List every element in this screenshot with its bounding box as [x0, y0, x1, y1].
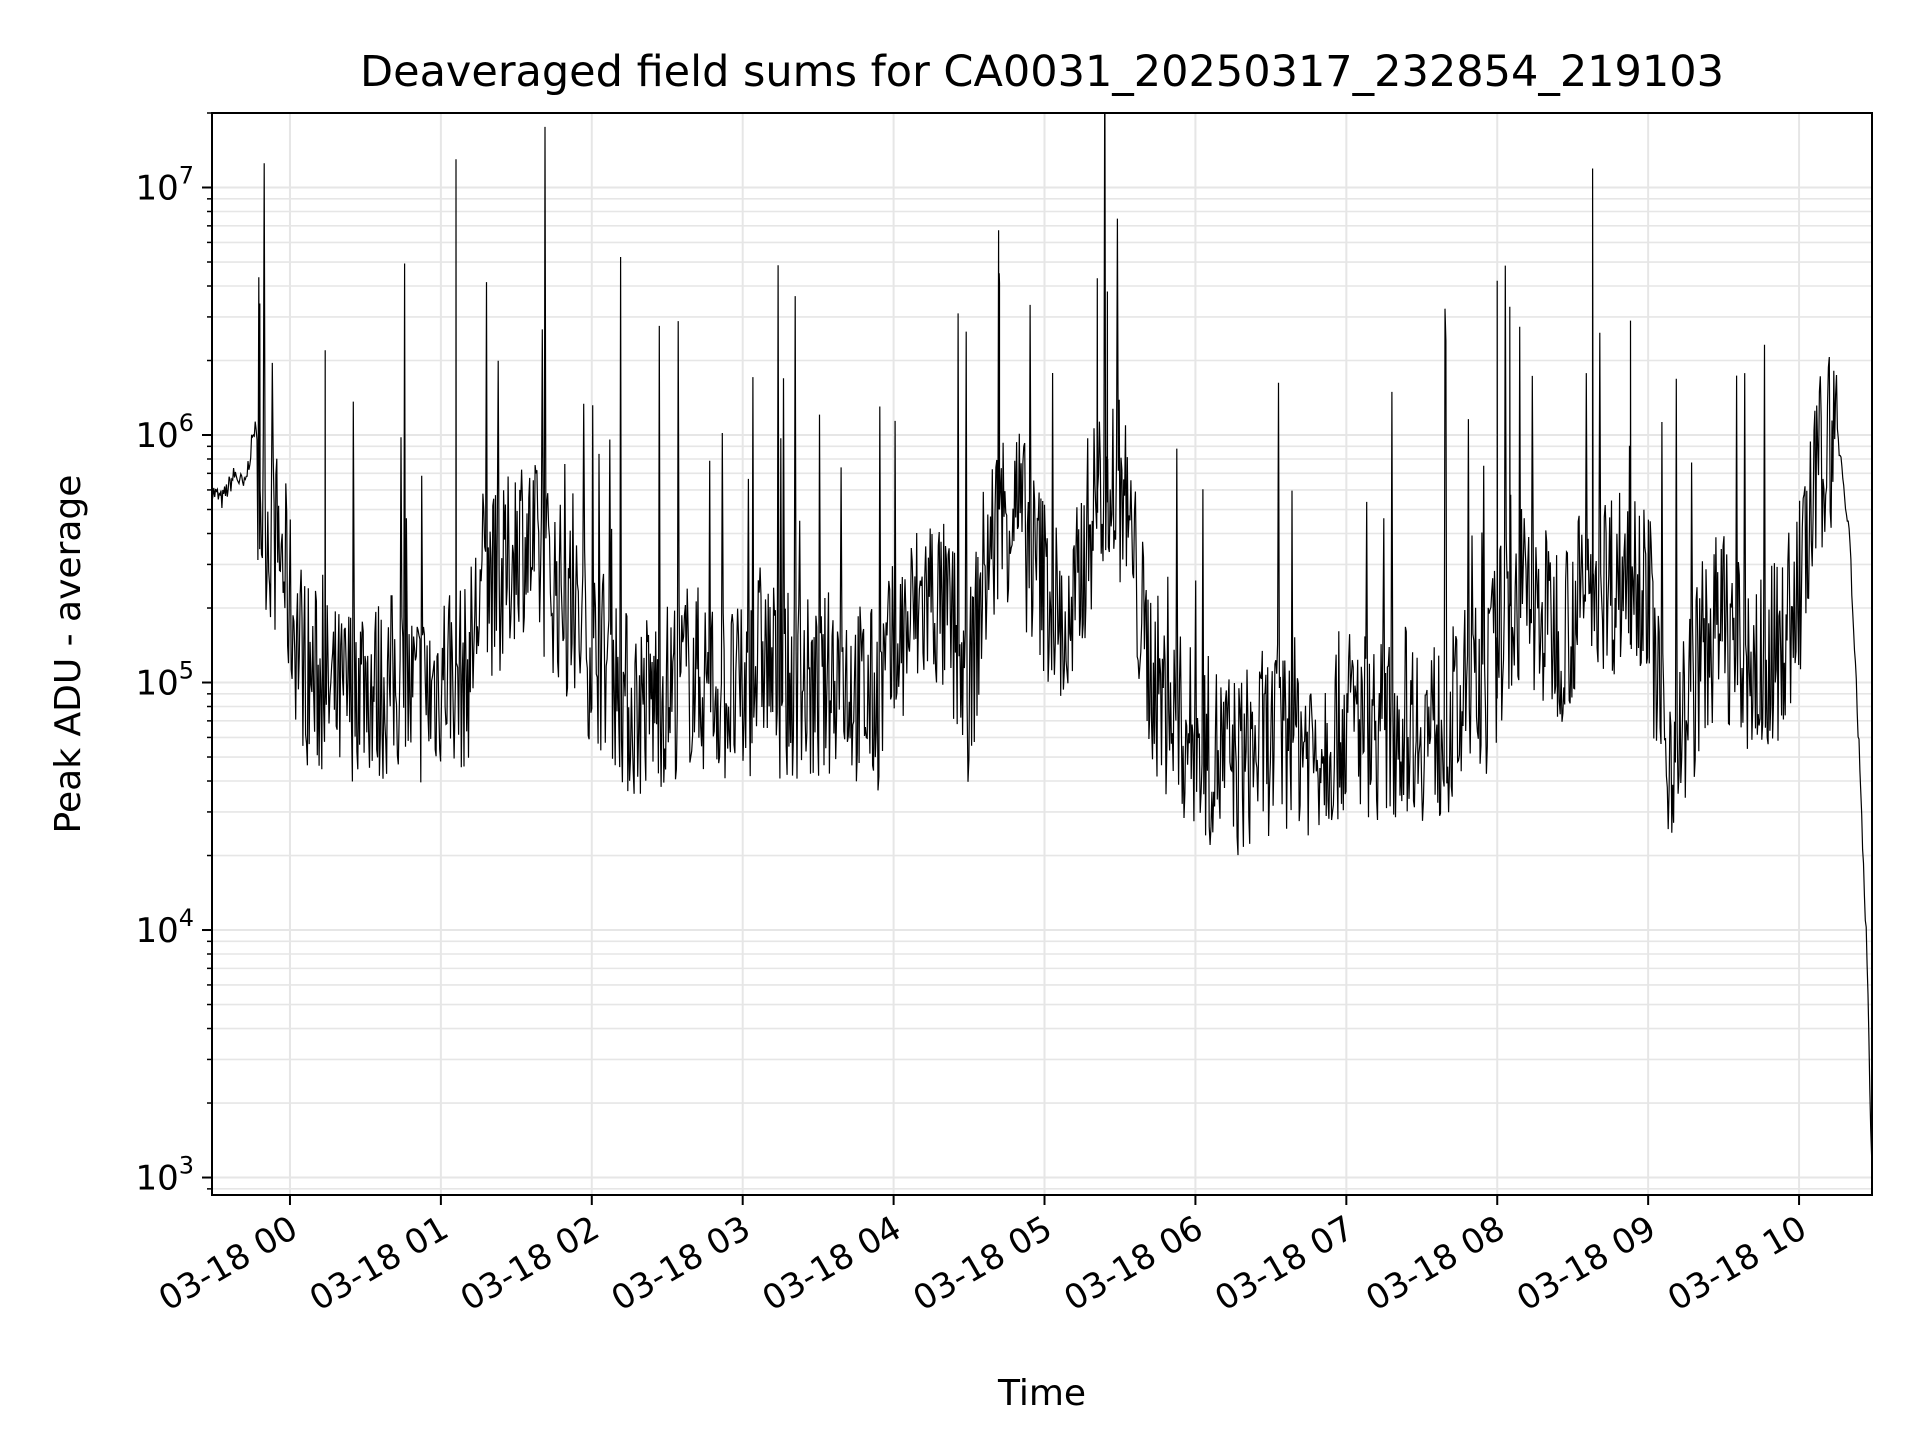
- chart-title: Deaveraged field sums for CA0031_2025031…: [360, 47, 1724, 97]
- plot-frame: [211, 112, 1873, 1196]
- y-tick-label: 106: [135, 409, 194, 456]
- y-tick-base: 10: [135, 664, 178, 704]
- y-tick-label: 107: [135, 162, 194, 209]
- y-axis-label: Peak ADU - average: [48, 475, 89, 834]
- x-axis-label: Time: [997, 1373, 1086, 1414]
- y-tick-exponent: 7: [179, 162, 194, 190]
- y-tick-exponent: 5: [179, 657, 194, 685]
- y-tick-base: 10: [135, 911, 178, 951]
- y-tick-base: 10: [135, 416, 178, 456]
- series-line: [212, 113, 1872, 1156]
- y-tick-base: 10: [135, 169, 178, 209]
- y-tick-exponent: 6: [179, 409, 194, 437]
- y-tick-exponent: 4: [179, 904, 194, 932]
- y-tick-label: 103: [135, 1152, 194, 1199]
- y-tick-label: 105: [135, 657, 194, 704]
- y-tick-label: 104: [135, 904, 194, 951]
- y-tick-base: 10: [135, 1159, 178, 1199]
- plot-area: [212, 113, 1872, 1156]
- y-tick-exponent: 3: [179, 1152, 194, 1180]
